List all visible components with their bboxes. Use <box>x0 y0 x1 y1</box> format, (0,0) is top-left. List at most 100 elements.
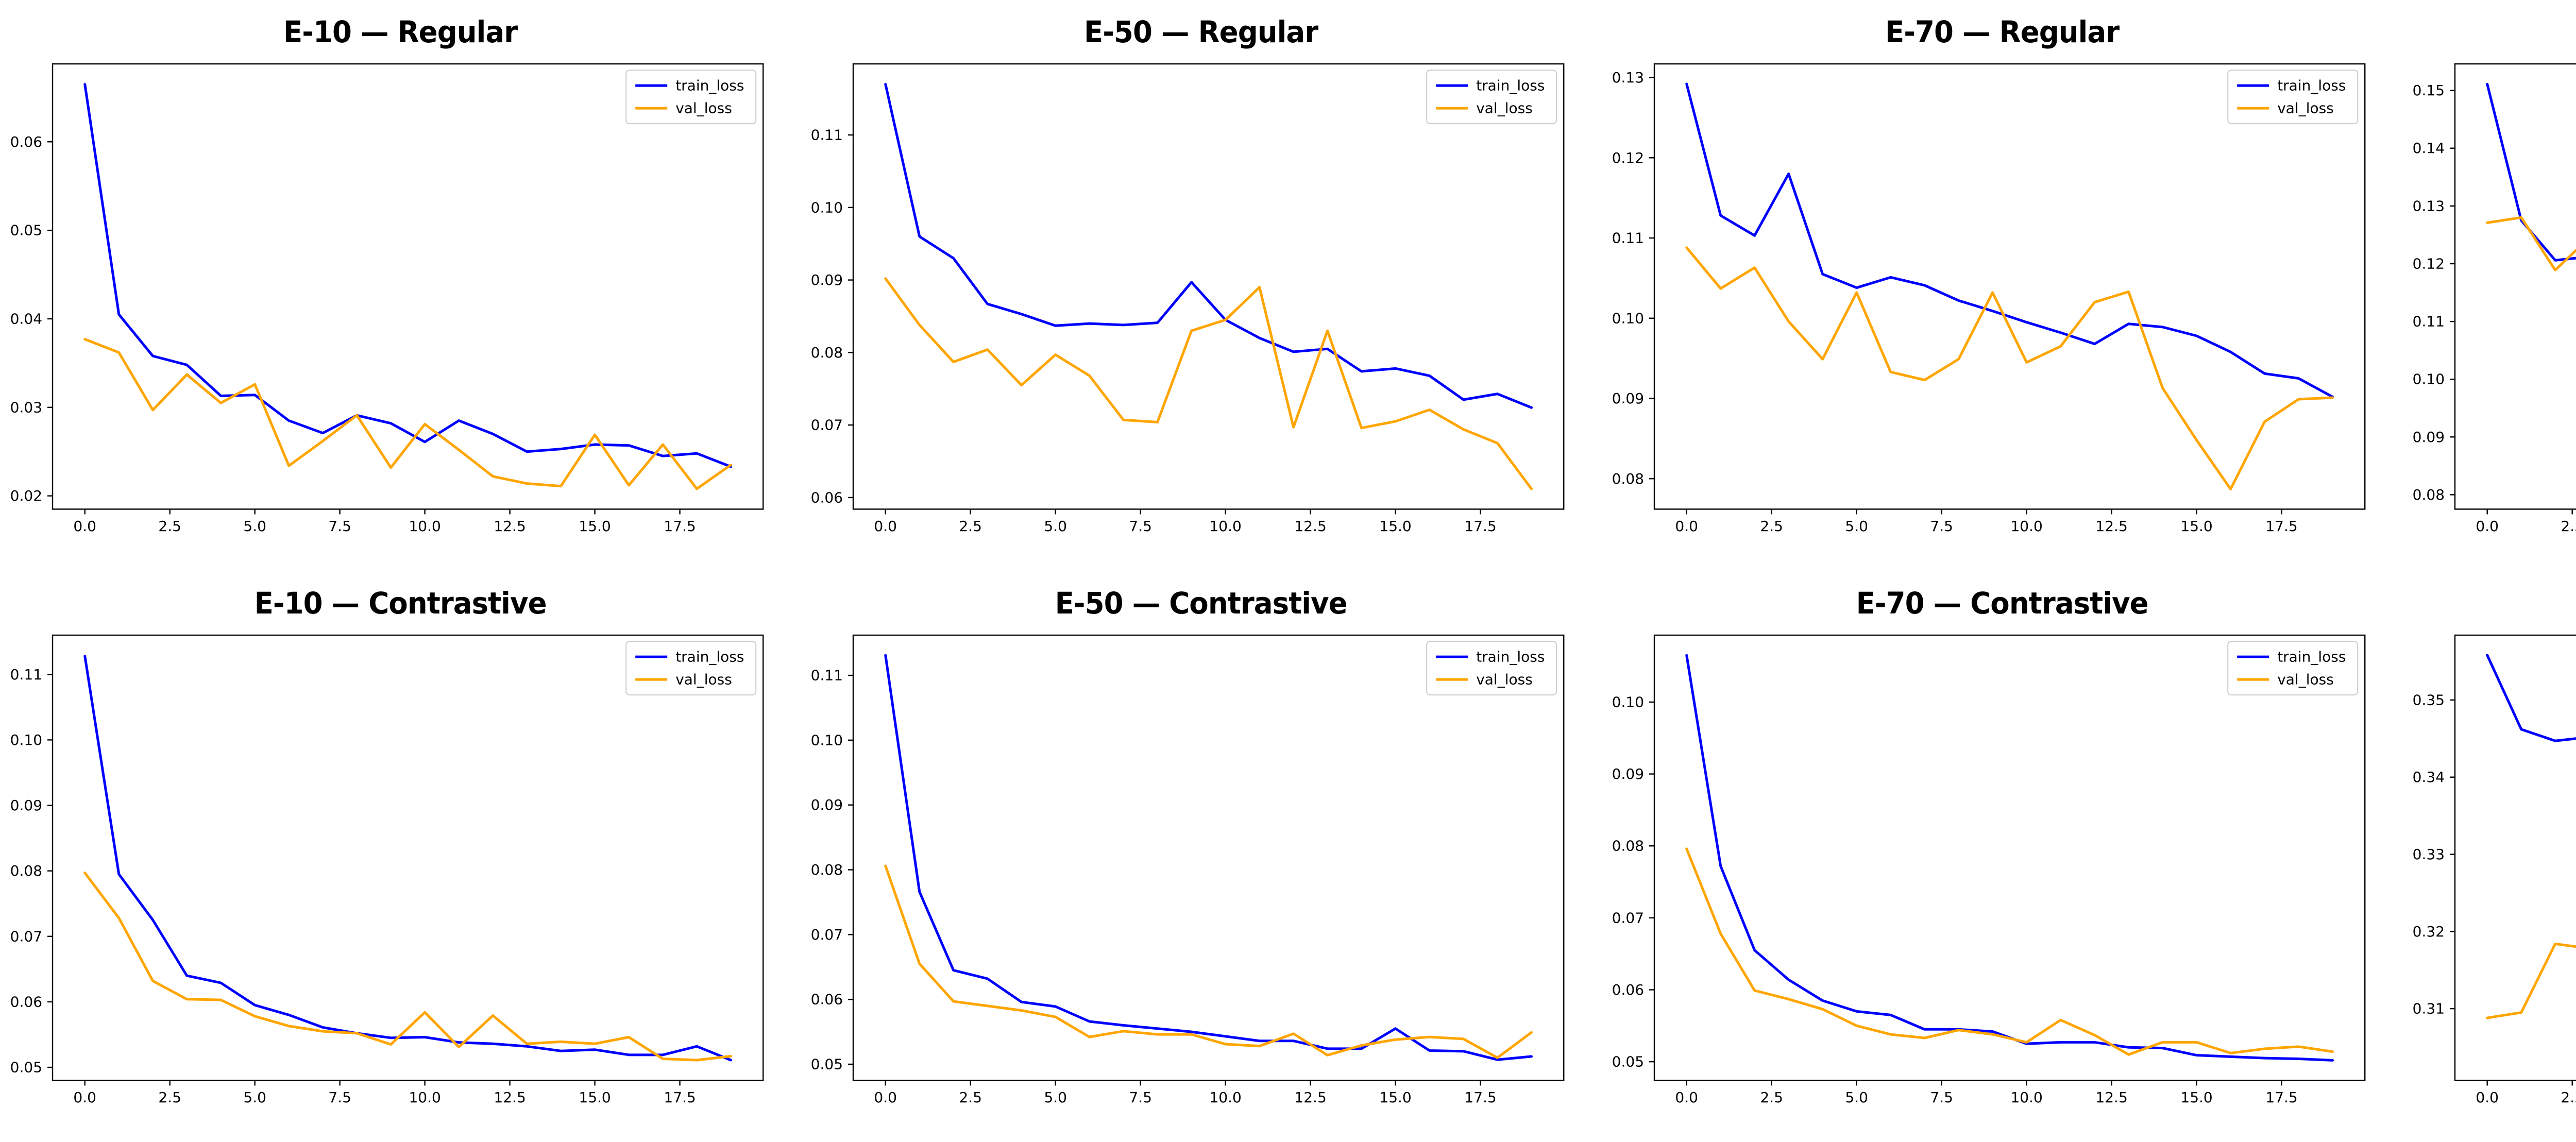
chart-title: E-70 — Regular <box>1885 14 2119 49</box>
y-tick-label: 0.06 <box>811 489 843 506</box>
y-tick-label: 0.08 <box>1612 837 1643 854</box>
train-loss-line <box>2485 82 2576 262</box>
y-tick-label: 0.11 <box>811 667 843 684</box>
val-loss-line <box>2485 942 2576 1019</box>
x-tick-label: 10.0 <box>1210 1089 1242 1106</box>
x-tick-label: 12.5 <box>494 518 526 535</box>
y-axis: 0.05 0.06 0.07 0.08 0.09 0.10 0.11 <box>811 667 854 1072</box>
x-tick-label: 15.0 <box>2180 1089 2212 1106</box>
legend-train-loss-label: train_loss <box>2277 77 2346 94</box>
y-tick-label: 0.09 <box>811 796 843 813</box>
y-tick-label: 0.15 <box>2412 82 2444 99</box>
train-loss-line <box>884 82 1533 409</box>
legend-box <box>1426 70 1557 125</box>
chart-canvas: 0.0 2.5 5.0 7.5 10.0 12.5 15.0 17.5 0.06 0.07 0.08… <box>811 63 1565 535</box>
chart-canvas: 0.02.55.07.510.012.515.017.5 0.310.320.33… <box>2412 634 2576 1106</box>
train-loss-line <box>2485 653 2576 742</box>
x-tick-label: 10.0 <box>409 1089 440 1106</box>
y-tick-label: 0.10 <box>1612 693 1643 710</box>
y-tick-label: 0.07 <box>811 417 843 434</box>
y-tick-label: 0.08 <box>1612 470 1643 487</box>
x-tick-label: 0.0 <box>874 518 897 535</box>
x-tick-label: 17.5 <box>1465 518 1497 535</box>
x-tick-label: 10.0 <box>2010 1089 2042 1106</box>
x-tick-label: 0.0 <box>1675 1089 1698 1106</box>
y-axis: 0.06 0.07 0.08 0.09 0.10 0.11 <box>811 127 854 506</box>
y-axis: 0.31 0.32 0.33 0.34 0.35 <box>2412 691 2455 1017</box>
subplot-e70-contrastive: 0.0 2.5 5.0 7.5 10.0 12.5 15.0 17.5 0.05 0.06 0.07… <box>1602 571 2402 1142</box>
y-tick-label: 0.14 <box>2412 140 2444 157</box>
axes-frame <box>2454 63 2576 510</box>
x-tick-label: 15.0 <box>2180 518 2212 535</box>
y-tick-label: 0.07 <box>1612 909 1643 926</box>
x-tick-label: 15.0 <box>1380 1089 1412 1106</box>
y-tick-label: 0.12 <box>2412 255 2444 272</box>
axes-frame <box>2454 634 2576 1081</box>
chart-canvas: 0.0 2.5 5.0 7.5 10.0 12.5 15.0 17.5 0.05 0.06 0.07… <box>811 634 1565 1106</box>
val-loss-line <box>1685 847 2334 1056</box>
x-tick-label: 0.0 <box>1675 518 1698 535</box>
x-tick-label: 2.5 <box>959 518 982 535</box>
y-tick-label: 0.13 <box>2412 197 2444 214</box>
val-loss-line <box>884 277 1533 490</box>
subplot-e100-regular: 0.02.55.07.510.012.515.017.50.080.090.10… <box>2402 0 2576 571</box>
y-axis: 0.08 0.09 0.10 0.11 0.12 0.13 0.14 0.15 <box>2412 82 2455 503</box>
x-tick-label: 10.0 <box>1210 518 1242 535</box>
val-loss-line <box>884 864 1533 1059</box>
y-tick-label: 0.06 <box>1612 981 1643 998</box>
y-tick-label: 0.10 <box>10 731 42 748</box>
y-tick-label: 0.07 <box>811 926 843 943</box>
legend-box <box>1426 640 1557 695</box>
chart-canvas: 0.0 2.5 5.0 7.5 10.0 12.5 15.0 17.5 0.05 0.06 0.07… <box>1612 634 2365 1106</box>
y-axis: 0.08 0.09 0.10 0.11 0.12 0.13 <box>1612 69 1654 487</box>
x-tick-label: 17.5 <box>664 518 696 535</box>
train-loss-line <box>1685 654 2334 1062</box>
y-tick-label: 0.13 <box>1612 69 1643 86</box>
legend-val-loss-label: val_loss <box>2277 100 2334 117</box>
x-tick-label: 17.5 <box>1465 1089 1497 1106</box>
y-axis: 0.05 0.06 0.07 0.08 0.09 0.10 <box>1612 693 1654 1070</box>
x-tick-label: 12.5 <box>1295 518 1327 535</box>
axes-frame <box>1653 634 2365 1081</box>
train-loss-line <box>83 83 733 468</box>
y-tick-label: 0.05 <box>10 222 42 239</box>
axes-frame <box>52 63 764 510</box>
x-tick-label: 2.5 <box>2561 518 2576 535</box>
y-tick-label: 0.33 <box>2412 846 2444 863</box>
subplot-e70-regular: 0.0 2.5 5.0 7.5 10.0 12.5 15.0 17.5 0.08 0.09 0.10… <box>1602 0 2402 571</box>
y-tick-label: 0.05 <box>811 1055 843 1072</box>
chart-canvas: 0.0 2.5 5.0 7.5 10.0 12.5 15.0 17.5 0.05 0.06 0.07… <box>10 634 764 1106</box>
x-tick-label: 5.0 <box>1845 518 1868 535</box>
y-tick-label: 0.06 <box>811 991 843 1008</box>
chart-canvas: 0.02.55.07.510.012.515.017.50.080.090.10… <box>2412 63 2576 535</box>
x-tick-label: 12.5 <box>1295 1089 1327 1106</box>
val-loss-line <box>83 871 733 1062</box>
y-tick-label: 0.05 <box>10 1059 42 1076</box>
x-tick-label: 2.5 <box>959 1089 982 1106</box>
x-tick-label: 2.5 <box>158 1089 181 1106</box>
x-tick-label: 5.0 <box>243 518 266 535</box>
y-tick-label: 0.03 <box>10 399 42 416</box>
y-tick-label: 0.10 <box>2412 371 2444 388</box>
y-tick-label: 0.35 <box>2412 691 2444 708</box>
legend-train-loss-label: train_loss <box>675 77 744 94</box>
legend: train_loss val_loss <box>625 70 757 125</box>
legend-val-loss-label: val_loss <box>1476 100 1533 117</box>
y-tick-label: 0.12 <box>1612 149 1643 166</box>
x-axis: 0.02.55.07.510.012.515.017.5 <box>2476 1080 2576 1106</box>
x-tick-label: 2.5 <box>158 518 181 535</box>
y-axis: 0.02 0.03 0.04 0.05 0.06 <box>10 133 53 504</box>
x-tick-label: 12.5 <box>494 1089 526 1106</box>
y-axis: 0.05 0.06 0.07 0.08 0.09 0.10 0.11 <box>10 666 53 1076</box>
x-tick-label: 7.5 <box>328 1089 351 1106</box>
x-tick-label: 17.5 <box>664 1089 696 1106</box>
chart-title: E-100 — Regular <box>2426 14 2576 49</box>
chart-title: E-50 — Contrastive <box>1055 585 1348 621</box>
axes-frame <box>853 63 1565 510</box>
